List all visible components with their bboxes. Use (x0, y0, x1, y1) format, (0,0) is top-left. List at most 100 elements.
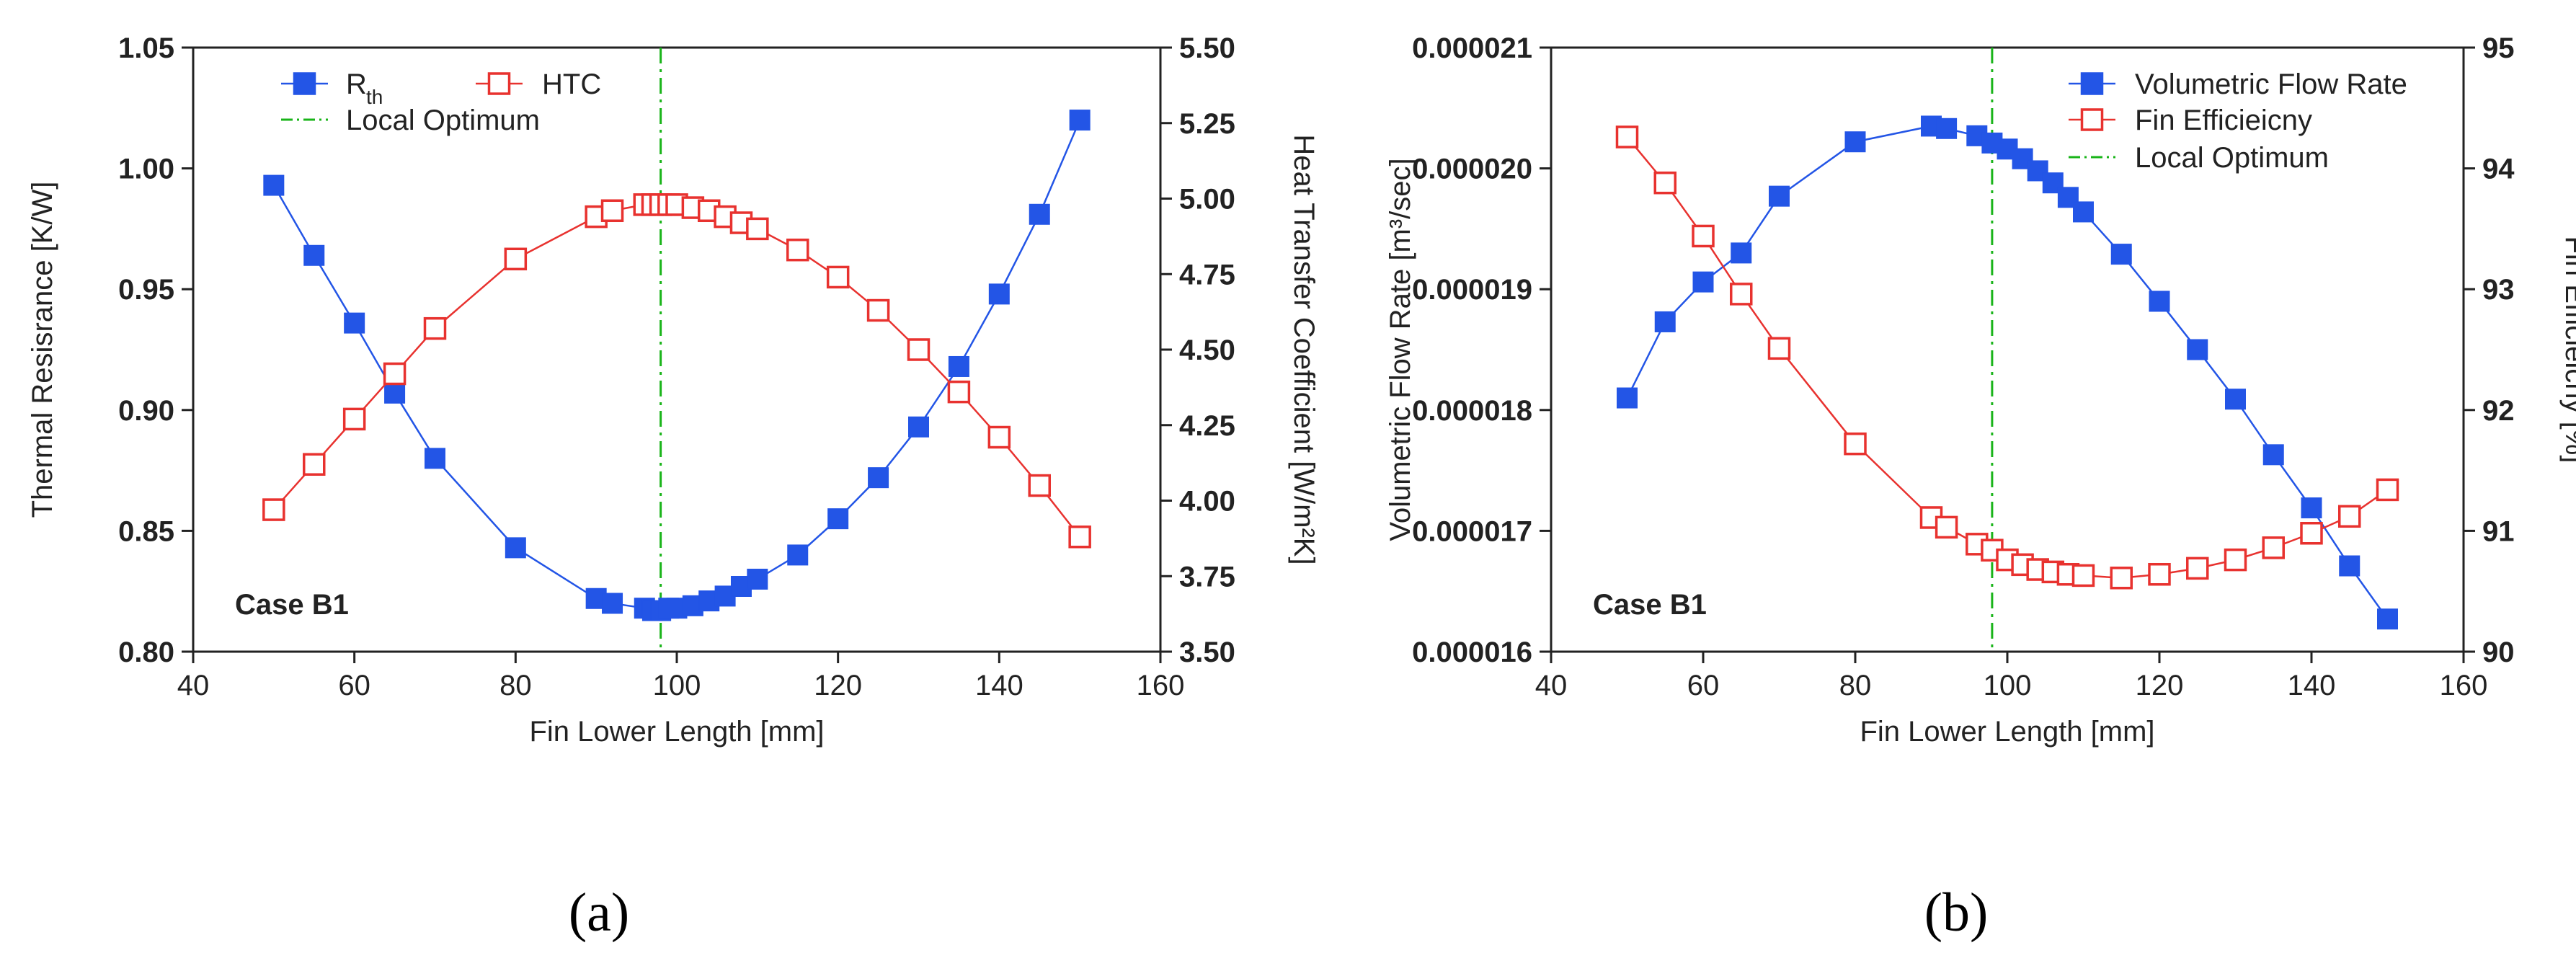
data-point-open (987, 425, 1011, 449)
data-point-open (1028, 474, 1051, 497)
y-right-tick-label: 90 (2482, 637, 2515, 668)
data-point-open (262, 498, 285, 521)
data-point-filled (787, 544, 809, 566)
y-right-tick-label: 3.75 (1179, 561, 1235, 593)
data-point-open (423, 316, 447, 340)
series-line-1 (1626, 136, 2389, 580)
data-point-filled (868, 467, 889, 489)
legend-label: Local Optimum (346, 105, 540, 136)
data-point-open (1068, 526, 1091, 549)
legend-swatch-marker (487, 72, 511, 95)
data-point-filled (747, 568, 768, 590)
data-point-open (907, 338, 931, 361)
y-right-tick-label: 5.00 (1179, 184, 1235, 216)
y-left-tick-label: 1.05 (118, 32, 174, 64)
data-point-open (2110, 567, 2133, 590)
y-right-axis-label: Fin Efficieicny [%] (2559, 236, 2576, 464)
x-tick-label: 80 (499, 670, 532, 701)
data-point-open (600, 199, 624, 223)
data-point-open (1844, 432, 1867, 456)
case-label: Case B1 (1593, 589, 1707, 621)
x-tick-label: 40 (1535, 670, 1568, 701)
legend-label: HTC (542, 68, 601, 100)
data-point-filled (2149, 291, 2170, 312)
legend-label-subscript: th (366, 86, 383, 108)
x-axis-label: Fin Lower Length [mm] (1860, 716, 2154, 748)
data-point-filled (505, 537, 526, 559)
panel-label: (a) (569, 882, 629, 943)
y-right-tick-label: 91 (2482, 515, 2515, 547)
y-left-tick-label: 0.000017 (1412, 515, 1532, 547)
data-point-open (2071, 564, 2095, 588)
data-point-open (2224, 548, 2247, 572)
y-right-tick-label: 92 (2482, 395, 2515, 427)
data-point-open (2338, 505, 2361, 528)
y-right-tick-label: 4.50 (1179, 334, 1235, 366)
data-point-open (1767, 337, 1791, 360)
data-point-filled (303, 244, 325, 266)
data-point-filled (1654, 311, 1676, 332)
data-point-filled (263, 174, 285, 196)
data-point-open (342, 407, 366, 431)
data-point-open (504, 247, 528, 271)
x-tick-label: 120 (814, 670, 862, 701)
x-tick-label: 80 (1839, 670, 1872, 701)
data-point-filled (1692, 271, 1714, 293)
legend-label: R (346, 68, 367, 100)
x-tick-label: 140 (2288, 670, 2336, 701)
data-point-filled (2377, 608, 2398, 630)
y-left-tick-label: 1.00 (118, 154, 174, 185)
data-point-open (1730, 283, 1753, 306)
data-point-filled (988, 283, 1010, 305)
y-left-tick-label: 0.000020 (1412, 154, 1532, 185)
data-point-open (746, 217, 769, 241)
data-point-open (383, 362, 407, 386)
data-point-filled (384, 382, 406, 404)
data-point-filled (1769, 185, 1790, 207)
panel-label: (b) (1924, 882, 1989, 943)
y-right-tick-label: 94 (2482, 154, 2515, 185)
data-point-open (1692, 224, 1715, 248)
y-left-tick-label: 0.85 (118, 515, 174, 547)
data-point-open (2148, 562, 2171, 586)
data-point-open (2186, 557, 2209, 580)
x-tick-label: 40 (177, 670, 210, 701)
data-point-open (2262, 536, 2285, 559)
data-point-filled (2262, 444, 2284, 466)
y-left-tick-label: 0.80 (118, 637, 174, 668)
data-point-open (947, 380, 971, 404)
y-right-tick-label: 93 (2482, 274, 2515, 306)
y-left-tick-label: 0.000021 (1412, 32, 1532, 64)
x-tick-label: 60 (338, 670, 370, 701)
x-tick-label: 120 (2136, 670, 2184, 701)
legend-label: Volumetric Flow Rate (2135, 68, 2407, 100)
data-point-open (786, 238, 809, 262)
data-point-filled (425, 448, 445, 469)
y-right-axis-label: Heat Transfer Coefficient [W/m²K] (1288, 134, 1320, 564)
x-tick-label: 160 (2440, 670, 2488, 701)
data-point-filled (2225, 389, 2246, 410)
data-point-filled (827, 508, 849, 530)
y-left-axis-label: Volumetric Flow Rate [m³/sec] (1385, 158, 1416, 541)
data-point-filled (602, 593, 623, 614)
x-tick-label: 100 (1984, 670, 2032, 701)
x-tick-label: 60 (1687, 670, 1720, 701)
chart-panel-b: 40 60 80 100 120 140 160 0.000016 0.000017 0.0000… (1385, 32, 2576, 943)
data-point-filled (1844, 131, 1866, 153)
y-left-tick-label: 0.000016 (1412, 637, 1532, 668)
data-point-filled (2339, 555, 2360, 577)
legend-swatch-marker (2080, 72, 2104, 95)
case-label: Case B1 (235, 589, 349, 621)
legend-label: Local Optimum (2135, 142, 2329, 174)
y-left-tick-label: 0.95 (118, 274, 174, 306)
y-left-tick-label: 0.90 (118, 395, 174, 427)
data-point-filled (2042, 172, 2064, 194)
data-point-filled (1936, 118, 1958, 139)
data-point-filled (2301, 497, 2322, 519)
y-right-tick-label: 5.50 (1179, 32, 1235, 64)
data-point-filled (344, 312, 365, 334)
data-point-open (866, 298, 890, 322)
data-point-open (826, 265, 850, 289)
y-right-tick-label: 3.50 (1179, 637, 1235, 668)
y-right-tick-label: 5.25 (1179, 108, 1235, 140)
